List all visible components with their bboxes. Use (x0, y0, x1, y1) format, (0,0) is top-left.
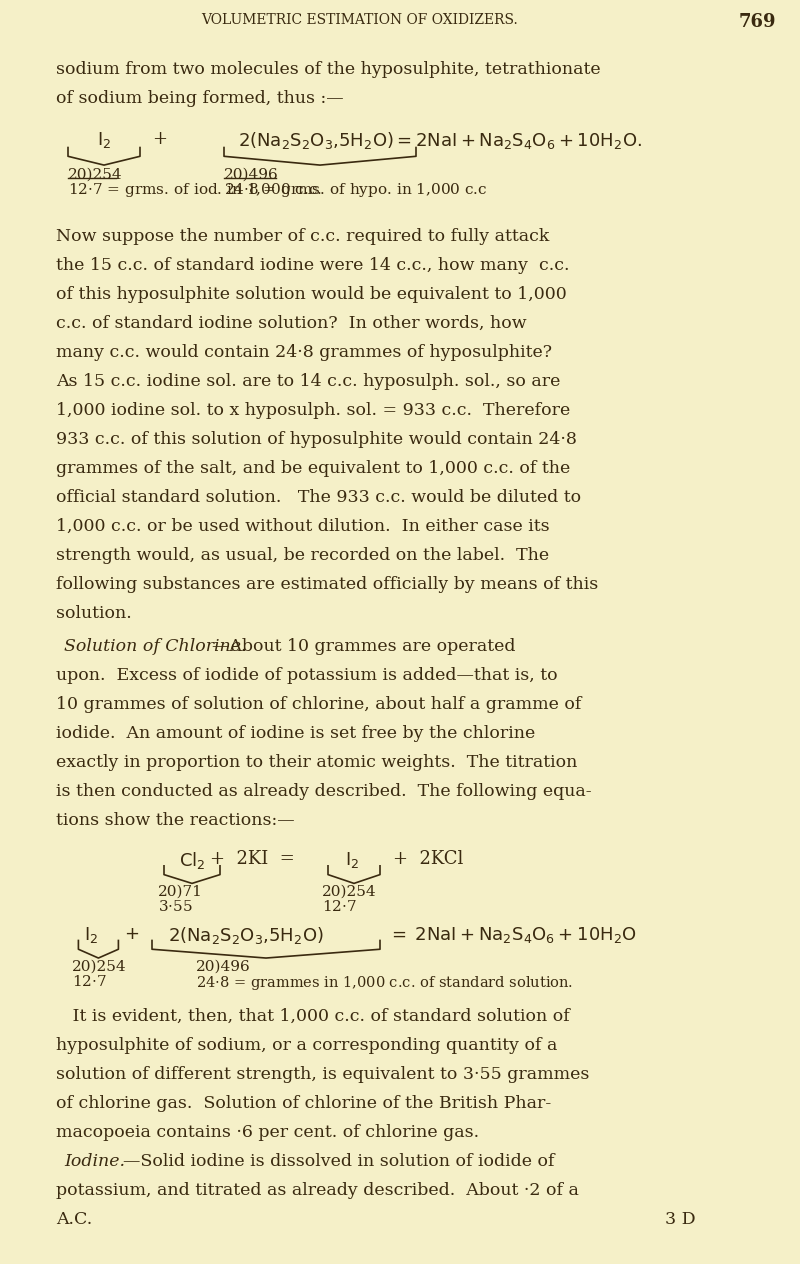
Text: 3$\cdot$55: 3$\cdot$55 (158, 899, 192, 914)
Text: solution of different strength, is equivalent to 3·55 grammes: solution of different strength, is equiv… (56, 1066, 590, 1083)
Text: +: + (153, 130, 167, 148)
Text: iodide.  An amount of iodine is set free by the chlorine: iodide. An amount of iodine is set free … (56, 726, 535, 742)
Text: exactly in proportion to their atomic weights.  The titration: exactly in proportion to their atomic we… (56, 755, 578, 771)
Text: As 15 c.c. iodine sol. are to 14 c.c. hyposulph. sol., so are: As 15 c.c. iodine sol. are to 14 c.c. hy… (56, 373, 560, 391)
Text: Now suppose the number of c.c. required to fully attack: Now suppose the number of c.c. required … (56, 229, 550, 245)
Text: upon.  Excess of iodide of potassium is added—that is, to: upon. Excess of iodide of potassium is a… (56, 667, 558, 684)
Text: solution.: solution. (56, 605, 132, 622)
Text: of chlorine gas.  Solution of chlorine of the British Phar-: of chlorine gas. Solution of chlorine of… (56, 1095, 551, 1112)
Text: of this hyposulphite solution would be equivalent to 1,000: of this hyposulphite solution would be e… (56, 286, 566, 303)
Text: —About 10 grammes are operated: —About 10 grammes are operated (212, 638, 515, 656)
Text: is then conducted as already described.  The following equa-: is then conducted as already described. … (56, 784, 592, 800)
Text: 20)254: 20)254 (68, 168, 122, 182)
Text: potassium, and titrated as already described.  About ·2 of a: potassium, and titrated as already descr… (56, 1182, 579, 1200)
Text: $\mathrm{2(Na_2S_2O_3{,}5H_2O) = 2NaI + Na_2S_4O_6 + 10H_2O.}$: $\mathrm{2(Na_2S_2O_3{,}5H_2O) = 2NaI + … (238, 130, 642, 150)
Text: —Solid iodine is dissolved in solution of iodide of: —Solid iodine is dissolved in solution o… (123, 1153, 554, 1170)
Text: 24$\cdot$8 = grms. of hypo. in 1,000 c.c: 24$\cdot$8 = grms. of hypo. in 1,000 c.c (224, 181, 487, 198)
Text: 20)71: 20)71 (158, 885, 202, 899)
Text: 12$\cdot$7 = grms. of iod. in 1,000 c.c.: 12$\cdot$7 = grms. of iod. in 1,000 c.c. (68, 181, 322, 198)
Text: 12$\cdot$7: 12$\cdot$7 (322, 899, 358, 914)
Text: $\mathrm{I_2}$: $\mathrm{I_2}$ (345, 849, 359, 870)
Text: 20)496: 20)496 (224, 168, 278, 182)
Text: of sodium being formed, thus :—: of sodium being formed, thus :— (56, 91, 344, 107)
Text: 3 D: 3 D (666, 1211, 696, 1227)
Text: 20)496: 20)496 (196, 959, 250, 973)
Text: VOLUMETRIC ESTIMATION OF OXIDIZERS.: VOLUMETRIC ESTIMATION OF OXIDIZERS. (202, 13, 518, 27)
Text: Iodine.: Iodine. (64, 1153, 125, 1170)
Text: the 15 c.c. of standard iodine were 14 c.c., how many  c.c.: the 15 c.c. of standard iodine were 14 c… (56, 258, 570, 274)
Text: $\mathrm{2(Na_2S_2O_3{,}5H_2O)}$: $\mathrm{2(Na_2S_2O_3{,}5H_2O)}$ (168, 925, 324, 945)
Text: $\mathrm{I_2}$: $\mathrm{I_2}$ (97, 130, 111, 150)
Text: $\mathrm{I_2}$: $\mathrm{I_2}$ (84, 925, 98, 944)
Text: 1,000 c.c. or be used without dilution.  In either case its: 1,000 c.c. or be used without dilution. … (56, 518, 550, 535)
Text: $\mathrm{Cl_2}$: $\mathrm{Cl_2}$ (178, 849, 206, 871)
Text: It is evident, then, that 1,000 c.c. of standard solution of: It is evident, then, that 1,000 c.c. of … (56, 1009, 570, 1025)
Text: 24$\cdot$8 = grammes in 1,000 c.c. of standard solution.: 24$\cdot$8 = grammes in 1,000 c.c. of st… (196, 973, 574, 992)
Text: 1,000 iodine sol. to x hyposulph. sol. = 933 c.c.  Therefore: 1,000 iodine sol. to x hyposulph. sol. =… (56, 402, 570, 420)
Text: macopoeia contains ·6 per cent. of chlorine gas.: macopoeia contains ·6 per cent. of chlor… (56, 1124, 479, 1141)
Text: hyposulphite of sodium, or a corresponding quantity of a: hyposulphite of sodium, or a correspondi… (56, 1036, 558, 1054)
Text: c.c. of standard iodine solution?  In other words, how: c.c. of standard iodine solution? In oth… (56, 315, 526, 332)
Text: many c.c. would contain 24·8 grammes of hyposulphite?: many c.c. would contain 24·8 grammes of … (56, 344, 552, 362)
Text: +  2KCl: + 2KCl (393, 849, 463, 868)
Text: A.C.: A.C. (56, 1211, 92, 1227)
Text: 933 c.c. of this solution of hyposulphite would contain 24·8: 933 c.c. of this solution of hyposulphit… (56, 431, 577, 449)
Text: tions show the reactions:—: tions show the reactions:— (56, 813, 294, 829)
Text: grammes of the salt, and be equivalent to 1,000 c.c. of the: grammes of the salt, and be equivalent t… (56, 460, 570, 477)
Text: $+$: $+$ (124, 925, 139, 943)
Text: following substances are estimated officially by means of this: following substances are estimated offic… (56, 576, 598, 593)
Text: Solution of Chlorine.: Solution of Chlorine. (64, 638, 246, 656)
Text: 10 grammes of solution of chlorine, about half a gramme of: 10 grammes of solution of chlorine, abou… (56, 696, 582, 713)
Text: $= \;\mathrm{2NaI + Na_2S_4O_6 + 10H_2O}$: $= \;\mathrm{2NaI + Na_2S_4O_6 + 10H_2O}… (388, 925, 637, 944)
Text: sodium from two molecules of the hyposulphite, tetrathionate: sodium from two molecules of the hyposul… (56, 62, 601, 78)
Text: +  2KI  =: + 2KI = (210, 849, 294, 868)
Text: 12$\cdot$7: 12$\cdot$7 (72, 973, 107, 988)
Text: 20)254: 20)254 (72, 959, 126, 973)
Text: 20)254: 20)254 (322, 885, 377, 899)
Text: strength would, as usual, be recorded on the label.  The: strength would, as usual, be recorded on… (56, 547, 549, 564)
Text: 769: 769 (738, 13, 776, 32)
Text: official standard solution.   The 933 c.c. would be diluted to: official standard solution. The 933 c.c.… (56, 489, 581, 506)
